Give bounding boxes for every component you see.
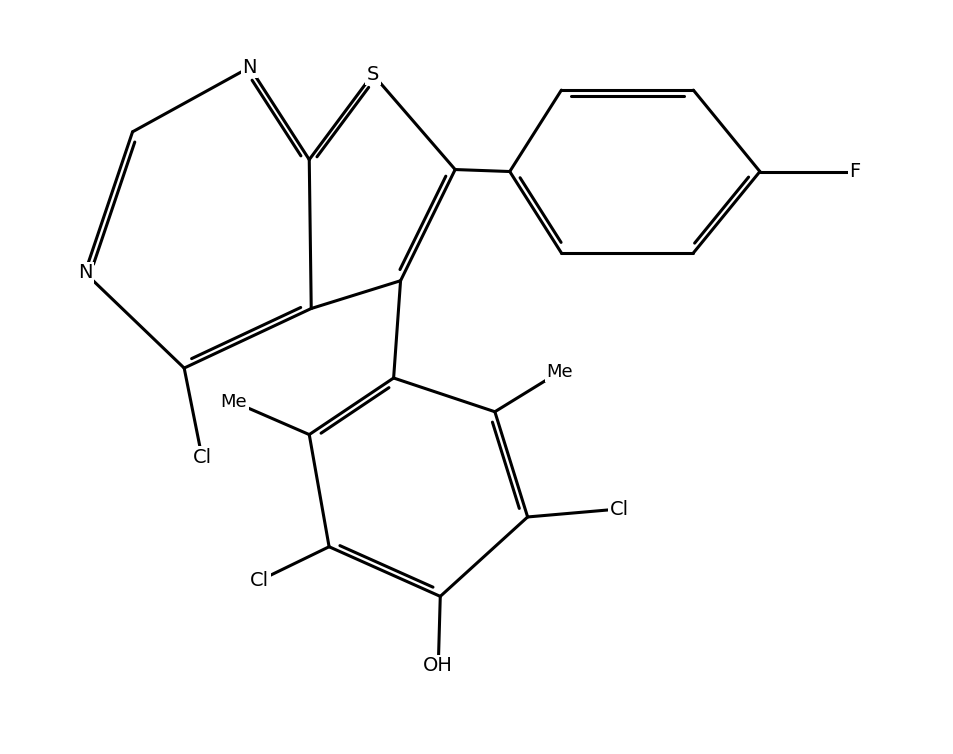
Text: Me: Me [545, 363, 572, 381]
Text: Cl: Cl [609, 499, 628, 519]
Text: N: N [242, 58, 256, 77]
Text: Cl: Cl [193, 448, 212, 467]
Text: N: N [77, 263, 92, 282]
Text: S: S [366, 65, 378, 84]
Text: Cl: Cl [250, 571, 269, 590]
Text: OH: OH [423, 656, 453, 676]
Text: Me: Me [220, 393, 247, 411]
Text: F: F [849, 162, 860, 181]
